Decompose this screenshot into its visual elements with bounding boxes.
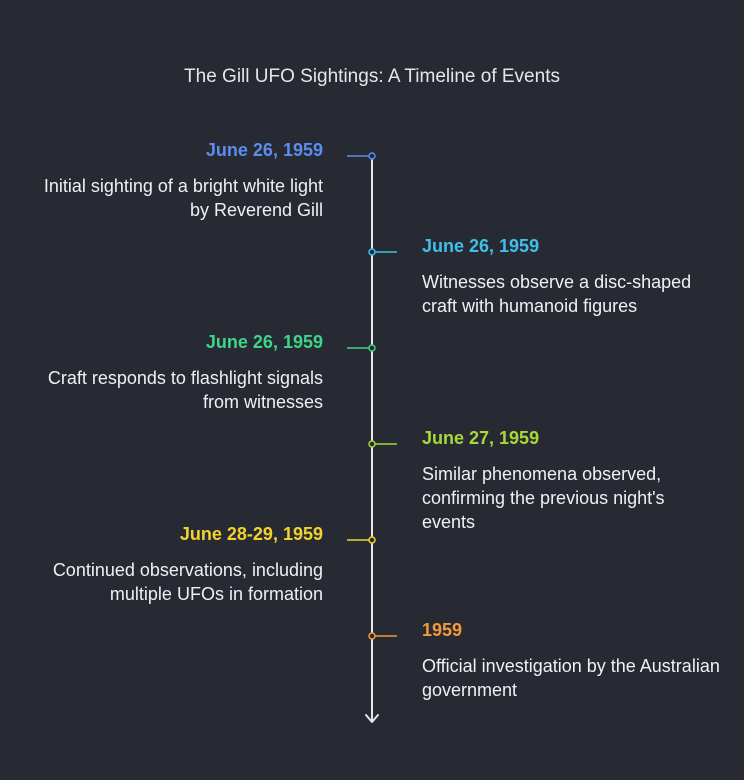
event-marker <box>368 632 376 640</box>
timeline-event: June 26, 1959 Initial sighting of a brigh… <box>23 139 323 222</box>
timeline-markers <box>347 152 397 640</box>
event-marker <box>368 536 376 544</box>
timeline-arrowhead <box>365 714 379 723</box>
event-date: June 26, 1959 <box>422 236 540 256</box>
timeline-event: June 27, 1959 Similar phenomena observed,… <box>422 427 722 534</box>
timeline-event: 1959 Official investigation by the Austra… <box>422 619 722 702</box>
diagram-title: The Gill UFO Sightings: A Timeline of Ev… <box>184 66 560 87</box>
event-description: Initial sighting of a bright white light… <box>43 176 323 220</box>
event-marker <box>368 248 376 256</box>
event-marker <box>368 344 376 352</box>
timeline-event: June 28-29, 1959 Continued observations, … <box>23 523 323 606</box>
event-date: 1959 <box>422 620 463 640</box>
event-description: Similar phenomena observed, confirming t… <box>422 464 665 532</box>
event-date: June 26, 1959 <box>205 140 323 160</box>
event-date: June 28-29, 1959 <box>179 524 323 544</box>
timeline-event: June 26, 1959 Witnesses observe a disc-sh… <box>422 235 722 318</box>
timeline-event: June 26, 1959 Craft responds to flashligh… <box>23 331 323 414</box>
event-date: June 27, 1959 <box>422 428 540 448</box>
event-marker <box>368 440 376 448</box>
event-description: Craft responds to flashlight signals fro… <box>47 368 323 412</box>
event-description: Continued observations, including multip… <box>52 560 323 604</box>
event-description: Witnesses observe a disc-shaped craft wi… <box>422 272 692 316</box>
event-description: Official investigation by the Australian… <box>422 656 720 700</box>
event-marker <box>368 152 376 160</box>
event-date: June 26, 1959 <box>205 332 323 352</box>
